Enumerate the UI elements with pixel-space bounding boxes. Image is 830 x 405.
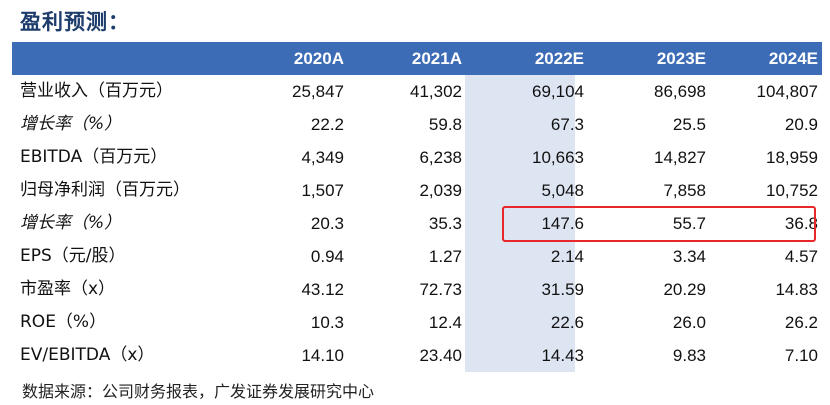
value-cell: 14.83	[775, 280, 818, 299]
value-cell: 22.2	[310, 115, 344, 134]
table-row: 营业收入（百万元） 25,847 41,302 69,104 86,698 104,807	[12, 75, 822, 108]
earnings-forecast-table: 2020A 2021A 2022E 2023E 2024E 营业收入（百万元） 25,84…	[12, 42, 822, 372]
value-cell: 4.57	[784, 247, 818, 266]
value-cell: 72.73	[419, 280, 462, 299]
value-cell: 43.12	[301, 280, 344, 299]
table-row: EBITDA（百万元） 4,349 6,238 10,663 14,827 18,959	[12, 141, 822, 174]
value-cell: 22.6	[550, 313, 584, 332]
row-label: EBITDA（百万元）	[20, 147, 168, 167]
value-cell: 10,752	[766, 181, 818, 200]
section-title: 盈利预测：	[20, 10, 130, 34]
value-cell: 5,048	[541, 181, 584, 200]
value-cell: 59.8	[428, 115, 462, 134]
forecast-column-shade	[465, 75, 575, 372]
value-cell: 31.59	[541, 280, 584, 299]
header-2021A: 2021A	[411, 49, 462, 68]
value-cell: 104,807	[756, 82, 818, 101]
value-cell: 25,847	[292, 82, 344, 101]
header-2020A: 2020A	[293, 49, 344, 68]
value-cell: 7,858	[663, 181, 706, 200]
value-cell: 20.3	[310, 214, 344, 233]
value-cell: 0.94	[310, 247, 344, 266]
value-cell: 67.3	[550, 115, 584, 134]
value-cell: 6,238	[419, 148, 462, 167]
value-cell: 18,959	[766, 148, 818, 167]
table-row: EV/EBITDA（x） 14.10 23.40 14.43 9.83 7.10	[12, 339, 822, 372]
value-cell: 20.29	[663, 280, 706, 299]
value-cell: 25.5	[672, 115, 706, 134]
table-row: 归母净利润（百万元） 1,507 2,039 5,048 7,858 10,752	[12, 174, 822, 207]
value-cell: 1.27	[428, 247, 462, 266]
value-cell: 86,698	[654, 82, 706, 101]
highlight-box	[502, 206, 816, 242]
header-2024E: 2024E	[768, 49, 818, 68]
table-row: 增长率（%） 20.3 35.3 147.6 55.7 36.8	[12, 207, 822, 240]
value-cell: 9.83	[672, 346, 706, 365]
row-label: 营业收入（百万元）	[20, 81, 173, 101]
value-cell: 2.14	[550, 247, 584, 266]
value-cell: 4,349	[301, 148, 344, 167]
row-label: EV/EBITDA（x）	[20, 345, 155, 365]
value-cell: 14.10	[301, 346, 344, 365]
value-cell: 7.10	[784, 346, 818, 365]
header-2023E: 2023E	[656, 49, 706, 68]
value-cell: 10.3	[310, 313, 344, 332]
row-label: ROE（%）	[20, 312, 107, 332]
row-label: 归母净利润（百万元）	[20, 180, 190, 200]
value-cell: 69,104	[532, 82, 584, 101]
row-label: 增长率（%）	[20, 213, 122, 233]
value-cell: 41,302	[410, 82, 462, 101]
row-label: EPS（元/股）	[20, 246, 126, 266]
value-cell: 20.9	[784, 115, 818, 134]
table-row: ROE（%） 10.3 12.4 22.6 26.0 26.2	[12, 306, 822, 339]
value-cell: 14.43	[541, 346, 584, 365]
value-cell: 26.0	[672, 313, 706, 332]
value-cell: 55.7	[672, 214, 706, 233]
value-cell: 3.34	[672, 247, 706, 266]
header-2022E: 2022E	[534, 49, 584, 68]
value-cell: 147.6	[541, 214, 584, 233]
value-cell: 10,663	[532, 148, 584, 167]
value-cell: 23.40	[419, 346, 462, 365]
value-cell: 36.8	[784, 214, 818, 233]
table-row: 市盈率（x） 43.12 72.73 31.59 20.29 14.83	[12, 273, 822, 306]
value-cell: 2,039	[419, 181, 462, 200]
row-label: 市盈率（x）	[20, 279, 116, 299]
table-row: EPS（元/股） 0.94 1.27 2.14 3.34 4.57	[12, 240, 822, 273]
value-cell: 14,827	[654, 148, 706, 167]
value-cell: 12.4	[428, 313, 462, 332]
value-cell: 26.2	[784, 313, 818, 332]
data-source-note: 数据来源：公司财务报表，广发证券发展研究中心	[22, 382, 375, 401]
value-cell: 35.3	[428, 214, 462, 233]
table-header: 2020A 2021A 2022E 2023E 2024E	[12, 42, 822, 75]
value-cell: 1,507	[301, 181, 344, 200]
row-label: 增长率（%）	[20, 114, 122, 134]
table-row: 增长率（%） 22.2 59.8 67.3 25.5 20.9	[12, 108, 822, 141]
